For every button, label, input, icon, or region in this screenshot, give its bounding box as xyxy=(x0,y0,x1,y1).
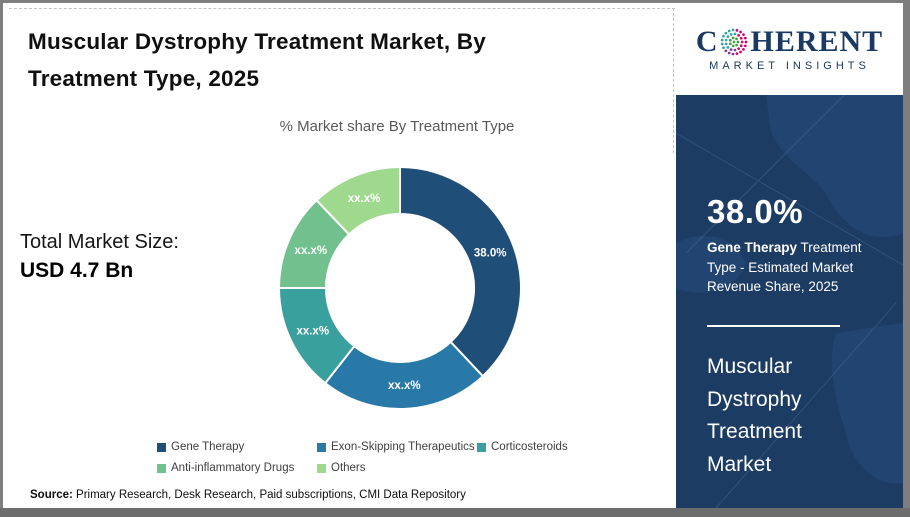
sidebar-market-name: Muscular Dystrophy Treatment Market xyxy=(707,355,802,476)
logo-globe-dot xyxy=(735,36,739,40)
legend-marker xyxy=(157,463,166,473)
logo-globe-dot xyxy=(736,28,739,32)
sidebar: C HERENT MARKET INSIGHTS 38.0% Gene Ther… xyxy=(676,3,903,508)
legend-label: Gene Therapy xyxy=(171,441,245,453)
total-market-size: Total Market Size: USD 4.7 Bn xyxy=(20,231,179,283)
legend-marker xyxy=(317,463,326,473)
legend-label: Exon-Skipping Therapeutics xyxy=(331,441,475,453)
highlight-stat-value: 38.0% xyxy=(707,193,804,230)
logo-globe-dot xyxy=(727,34,730,38)
legend-marker xyxy=(157,442,166,452)
legend-item: Others xyxy=(317,462,366,474)
logo-letter-c: C xyxy=(695,24,719,58)
logo-globe-dot xyxy=(744,36,748,39)
logo-globe-dot xyxy=(732,52,735,55)
logo-globe-dot xyxy=(739,30,743,33)
legend-marker xyxy=(477,442,486,452)
logo-tagline: MARKET INSIGHTS xyxy=(709,59,870,72)
logo-globe-dot xyxy=(730,32,733,36)
page-title: Muscular Dystrophy Treatment Market, By … xyxy=(28,29,486,91)
segment-label: xx.x% xyxy=(296,325,329,337)
logo-globe-dot xyxy=(724,48,728,52)
textbox-guide-right xyxy=(673,8,674,153)
logo-globe-dot xyxy=(742,47,746,51)
logo-globe-dot xyxy=(737,46,741,50)
logo-globe-dot xyxy=(732,28,735,31)
highlight-stat-segment: Gene Therapy xyxy=(707,240,798,255)
logo-wordmark: C HERENT xyxy=(695,24,884,58)
total-market-label: Total Market Size: xyxy=(20,231,179,253)
logo-globe-dot xyxy=(734,32,737,35)
legend-item: Exon-Skipping Therapeutics xyxy=(317,441,475,453)
chart-legend: Gene Therapy Exon-Skipping Therapeutics Co… xyxy=(157,441,627,483)
donut-chart-container: 38.0% xx.x% xx.x% xx.x% xx.x% xyxy=(270,158,530,418)
segment-label: xx.x% xyxy=(295,245,328,257)
legend-label: Others xyxy=(331,462,366,474)
logo-globe-dot xyxy=(729,38,733,42)
logo-globe-dot xyxy=(730,47,733,51)
logo-globe-dot xyxy=(729,41,733,45)
highlight-stat: 38.0% Gene Therapy Treatment Type - Esti… xyxy=(707,193,889,297)
logo-globe-dot xyxy=(728,51,732,54)
highlight-stat-text: Treatment Type - Estimated Market Revenu… xyxy=(707,240,862,294)
textbox-guide-top xyxy=(9,8,675,9)
donut-chart: 38.0% xx.x% xx.x% xx.x% xx.x% xyxy=(277,165,522,410)
legend-label: Corticosteroids xyxy=(491,441,568,453)
logo-globe-icon xyxy=(721,28,748,55)
logo-globe-dot xyxy=(722,34,726,38)
logo-globe-dot xyxy=(737,40,740,43)
logo-globe-dot xyxy=(737,33,741,37)
logo-globe-dot xyxy=(724,31,728,35)
highlight-stat-desc: Gene Therapy Treatment Type - Estimated … xyxy=(707,238,889,297)
logo-globe-dot xyxy=(736,51,739,55)
world-map-texture xyxy=(676,52,903,508)
logo-globe-dot xyxy=(740,43,744,47)
logo-globe-dot xyxy=(739,50,743,53)
logo-globe-dot xyxy=(722,45,726,49)
source-note: Source: Primary Research, Desk Research,… xyxy=(30,489,466,501)
donut-segment xyxy=(399,165,522,378)
logo-globe-dot xyxy=(733,40,736,43)
legend-item: Gene Therapy xyxy=(157,441,244,453)
legend-item: Corticosteroids xyxy=(477,441,568,453)
legend-marker xyxy=(317,442,326,452)
logo-globe-dot xyxy=(721,38,725,41)
logo-globe-dot xyxy=(742,32,746,36)
logo-globe-dot xyxy=(725,38,728,41)
segment-label: 38.0% xyxy=(474,247,507,259)
logo-globe-dot xyxy=(735,43,739,47)
legend-row: Anti-inflammatory Drugs Others xyxy=(157,462,627,483)
source-label: Source: xyxy=(30,489,73,501)
source-text: Primary Research, Desk Research, Paid su… xyxy=(72,489,466,501)
chart-title: % Market share By Treatment Type xyxy=(279,118,515,135)
donut-segment xyxy=(315,165,401,236)
logo-word-rest: HERENT xyxy=(750,24,884,58)
logo-globe-dot xyxy=(727,45,730,49)
logo-globe-dot xyxy=(732,44,735,47)
coherent-logo: C HERENT MARKET INSIGHTS xyxy=(676,3,903,95)
segment-label: xx.x% xyxy=(388,380,421,392)
logo-globe-dot xyxy=(741,40,744,43)
slide: Muscular Dystrophy Treatment Market, By … xyxy=(3,3,903,508)
logo-globe-dot xyxy=(725,42,728,45)
total-market-value: USD 4.7 Bn xyxy=(20,259,134,282)
legend-item: Anti-inflammatory Drugs xyxy=(157,462,294,474)
logo-globe-dot xyxy=(740,36,744,40)
legend-row: Gene Therapy Exon-Skipping Therapeutics Co… xyxy=(157,441,627,462)
sidebar-divider xyxy=(707,325,840,327)
logo-globe-dot xyxy=(732,36,735,39)
legend-label: Anti-inflammatory Drugs xyxy=(171,462,295,474)
logo-globe-dot xyxy=(728,29,732,32)
logo-globe-dot xyxy=(745,40,748,43)
bottom-edge-bar xyxy=(0,508,910,517)
logo-globe-dot xyxy=(744,44,748,47)
segment-label: xx.x% xyxy=(348,193,381,205)
logo-globe-dot xyxy=(721,42,725,45)
logo-globe-dot xyxy=(734,48,737,51)
